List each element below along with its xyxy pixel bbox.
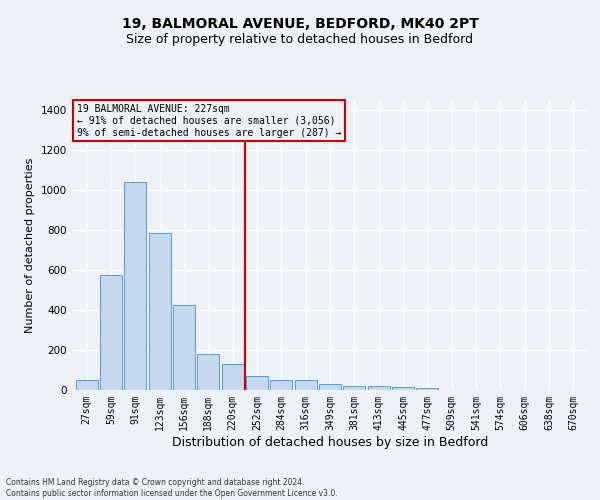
Bar xyxy=(319,384,341,390)
Bar xyxy=(197,354,219,390)
Bar xyxy=(76,380,98,390)
Y-axis label: Number of detached properties: Number of detached properties xyxy=(25,158,35,332)
Text: Size of property relative to detached houses in Bedford: Size of property relative to detached ho… xyxy=(127,32,473,46)
Text: 19, BALMORAL AVENUE, BEDFORD, MK40 2PT: 19, BALMORAL AVENUE, BEDFORD, MK40 2PT xyxy=(122,18,478,32)
Bar xyxy=(295,380,317,390)
Bar xyxy=(392,387,414,390)
Bar xyxy=(246,376,268,390)
Text: Contains HM Land Registry data © Crown copyright and database right 2024.
Contai: Contains HM Land Registry data © Crown c… xyxy=(6,478,338,498)
Bar xyxy=(271,380,292,390)
Bar xyxy=(343,386,365,390)
Bar xyxy=(173,305,195,390)
Bar xyxy=(124,182,146,390)
Bar xyxy=(149,233,170,390)
Bar xyxy=(100,275,122,390)
Bar xyxy=(416,388,439,390)
X-axis label: Distribution of detached houses by size in Bedford: Distribution of detached houses by size … xyxy=(172,436,488,448)
Text: 19 BALMORAL AVENUE: 227sqm
← 91% of detached houses are smaller (3,056)
9% of se: 19 BALMORAL AVENUE: 227sqm ← 91% of deta… xyxy=(77,104,341,138)
Bar xyxy=(221,364,244,390)
Bar xyxy=(368,386,389,390)
